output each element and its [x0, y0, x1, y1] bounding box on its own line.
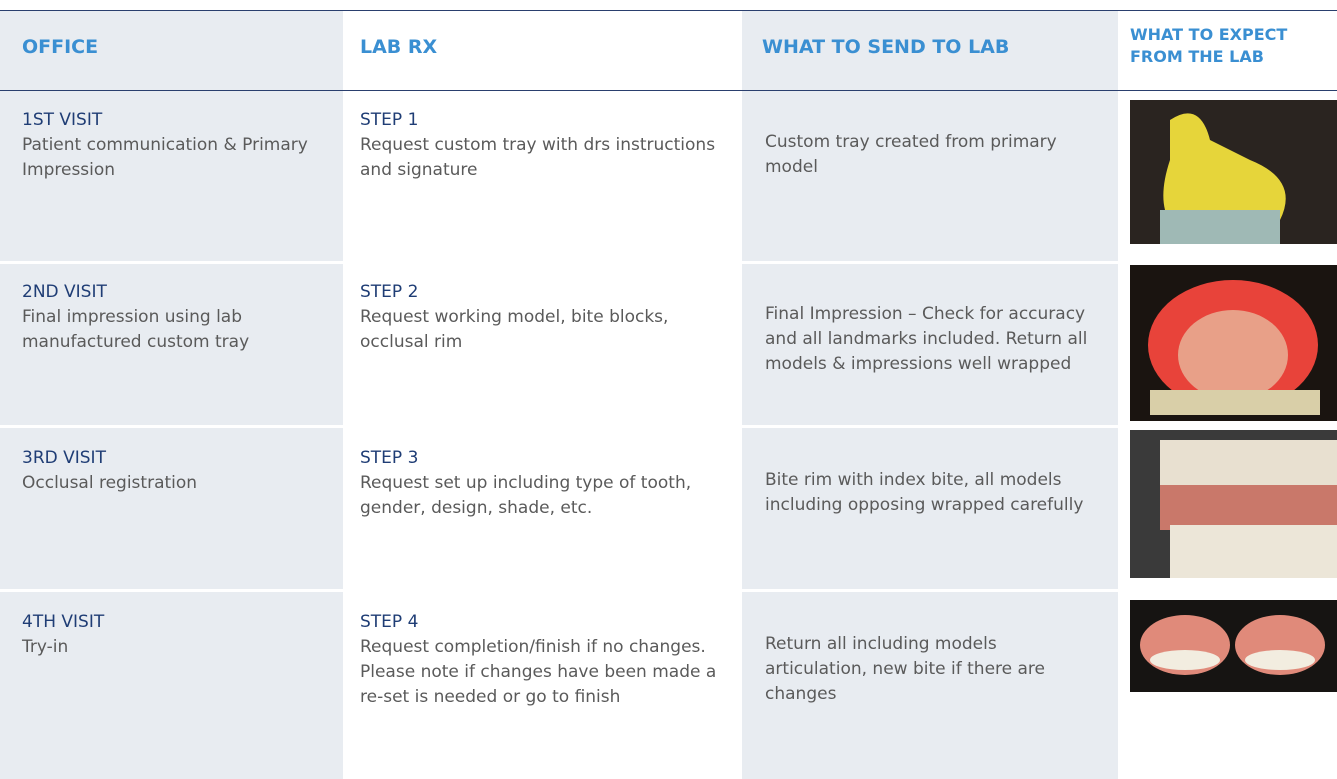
- denture-photo: [1130, 600, 1337, 692]
- office-text: Occlusal registration: [22, 473, 198, 493]
- lab-rx-text: Request working model, bite blocks, occl…: [360, 307, 669, 352]
- header-cell: LAB RX: [360, 36, 438, 58]
- row-gap: [0, 589, 1337, 592]
- lab-rx-text: Request set up including type of tooth, …: [360, 473, 692, 518]
- visit-title: 1ST VISIT: [22, 110, 103, 130]
- impression-photo: [1130, 265, 1337, 421]
- send-text: Custom tray created from primary model: [765, 132, 1057, 177]
- step-title: STEP 4: [360, 612, 419, 632]
- send-column-bg: [742, 10, 1118, 779]
- office-text: Final impression using lab manufactured …: [22, 307, 250, 352]
- send-text: Final Impression – Check for accuracy an…: [765, 304, 1088, 374]
- header-cell: WHAT TO SEND TO LAB: [762, 36, 1010, 58]
- step-title: STEP 2: [360, 282, 419, 302]
- bite-rim-photo: [1130, 430, 1337, 578]
- lab-rx-text: Request custom tray with drs instruction…: [360, 135, 716, 180]
- header-cell: OFFICE: [22, 36, 99, 58]
- office-text: Try-in: [22, 637, 69, 657]
- step-title: STEP 3: [360, 448, 419, 468]
- row-gap: [0, 425, 1337, 428]
- row-gap: [0, 261, 1337, 264]
- step-title: STEP 1: [360, 110, 419, 130]
- visit-title: 3RD VISIT: [22, 448, 106, 468]
- tray-photo: [1130, 100, 1337, 244]
- send-text: Return all including models articulation…: [765, 634, 1045, 704]
- send-text: Bite rim with index bite, all models inc…: [765, 470, 1084, 515]
- office-column-bg: [0, 10, 343, 779]
- visit-title: 4TH VISIT: [22, 612, 105, 632]
- office-text: Patient communication & Primary Impressi…: [22, 135, 308, 180]
- top-rule: [0, 10, 1337, 11]
- header-cell: WHAT TO EXPECT FROM THE LAB: [1130, 25, 1288, 66]
- lab-rx-text: Request completion/finish if no changes.…: [360, 637, 717, 707]
- visit-title: 2ND VISIT: [22, 282, 107, 302]
- header-rule: [0, 90, 1337, 91]
